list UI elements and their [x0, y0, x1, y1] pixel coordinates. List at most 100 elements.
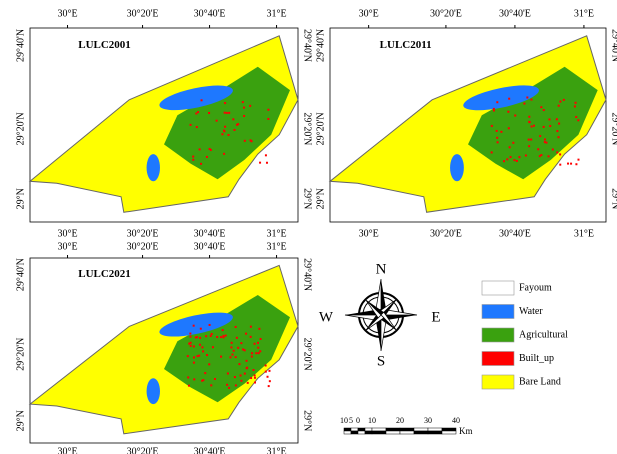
built-up — [518, 156, 520, 158]
compass-w: W — [319, 309, 334, 325]
built-up — [267, 118, 269, 120]
built-up — [544, 141, 546, 143]
lon-label: 30°E — [57, 241, 77, 252]
lon-label: 30°E — [57, 446, 77, 454]
lon-label: 30°20'E — [127, 241, 159, 252]
scale-seg — [414, 428, 428, 431]
built-up — [575, 163, 577, 165]
built-up — [225, 335, 227, 337]
built-up — [192, 159, 194, 161]
built-up — [196, 355, 198, 357]
built-up — [267, 376, 269, 378]
built-up — [496, 130, 498, 132]
scale-seg — [372, 428, 386, 431]
legend-label: Bare Land — [519, 376, 561, 387]
built-up — [200, 163, 202, 165]
built-up — [206, 156, 208, 158]
scale-seg — [386, 428, 400, 431]
built-up — [577, 119, 579, 121]
built-up — [528, 145, 530, 147]
lon-label: 30°40'E — [194, 8, 226, 19]
map-title: LULC2021 — [78, 268, 131, 280]
map-panel: LULC200130°E30°E30°20'E30°20'E30°40'E30°… — [15, 8, 312, 239]
lat-label: 29°N — [610, 188, 617, 209]
compass-s: S — [377, 353, 385, 369]
built-up — [202, 379, 204, 381]
legend-swatch — [482, 281, 514, 295]
built-up — [231, 354, 233, 356]
built-up — [232, 118, 234, 120]
built-up — [253, 369, 255, 371]
built-up — [236, 337, 238, 339]
lon-label: 30°40'E — [499, 228, 531, 239]
built-up — [268, 385, 270, 387]
built-up — [243, 115, 245, 117]
lat-label: 29°40'N — [610, 29, 617, 62]
lat-label: 29°20'N — [610, 112, 617, 145]
lon-label: 31°E — [267, 8, 287, 19]
built-up — [497, 141, 499, 143]
built-up — [206, 354, 208, 356]
lon-label: 30°40'E — [194, 241, 226, 252]
legend-label: Agricultural — [519, 329, 568, 340]
built-up — [193, 378, 195, 380]
built-up — [508, 127, 510, 129]
built-up — [190, 345, 192, 347]
built-up — [254, 343, 256, 345]
built-up — [523, 103, 525, 105]
built-up — [265, 371, 267, 373]
built-up — [528, 139, 530, 141]
built-up — [188, 385, 190, 387]
built-up — [570, 163, 572, 165]
lon-label: 30°E — [57, 8, 77, 19]
lon-label: 30°20'E — [127, 8, 159, 19]
built-up — [187, 355, 189, 357]
scale-seg — [442, 428, 456, 431]
built-up — [509, 146, 511, 148]
built-up — [199, 148, 201, 150]
lat-label: 29°N — [15, 188, 26, 209]
built-up — [559, 164, 561, 166]
built-up — [188, 343, 190, 345]
built-up — [216, 336, 218, 338]
legend-swatch — [482, 375, 514, 389]
built-up — [530, 99, 532, 101]
built-up — [563, 99, 565, 101]
built-up — [254, 374, 256, 376]
lat-label: 29°N — [15, 410, 26, 431]
lon-label: 30°E — [57, 228, 77, 239]
scale-label: 20 — [396, 416, 404, 425]
built-up — [209, 324, 211, 326]
built-up — [201, 346, 203, 348]
built-up — [240, 375, 242, 377]
lat-label: 29°40'N — [15, 258, 26, 291]
scale-seg — [414, 431, 428, 434]
built-up — [528, 121, 530, 123]
small-lake — [147, 378, 160, 404]
built-up — [525, 154, 527, 156]
built-up — [193, 356, 195, 358]
lon-label: 31°E — [574, 8, 594, 19]
built-up — [220, 336, 222, 338]
small-lake — [147, 154, 160, 181]
built-up — [575, 102, 577, 104]
built-up — [549, 125, 551, 127]
compass-e: E — [431, 309, 440, 325]
built-up — [212, 346, 214, 348]
built-up — [223, 130, 225, 132]
built-up — [193, 345, 195, 347]
built-up — [250, 326, 252, 328]
scale-seg — [400, 428, 414, 431]
built-up — [507, 111, 509, 113]
lon-label: 31°E — [267, 228, 287, 239]
scale-label: 0 — [356, 416, 360, 425]
built-up — [510, 156, 512, 158]
built-up — [496, 137, 498, 139]
built-up — [211, 333, 213, 335]
legend-label: Water — [519, 306, 543, 317]
built-up — [539, 135, 541, 137]
lat-label: 29°20'N — [315, 112, 326, 145]
built-up — [543, 109, 545, 111]
built-up — [526, 96, 528, 98]
built-up — [235, 326, 237, 328]
